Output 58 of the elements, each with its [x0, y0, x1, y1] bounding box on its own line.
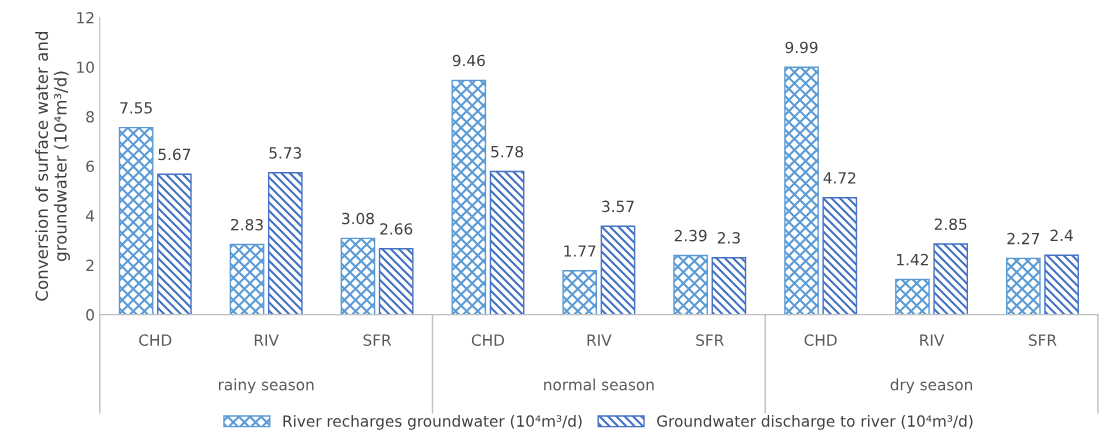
- legend-label: Groundwater discharge to river (10⁴m³/d): [657, 415, 973, 430]
- x-tick-label: CHD: [804, 334, 837, 346]
- bar: [822, 197, 858, 315]
- data-label: 7.55: [120, 102, 152, 114]
- data-label: 2.39: [674, 229, 707, 242]
- x-tick-label: SFR: [696, 334, 724, 346]
- data-label: 2.66: [380, 223, 413, 235]
- data-label: 3.08: [342, 212, 374, 225]
- y-tick-label: 10: [77, 61, 94, 74]
- bar: [784, 66, 819, 315]
- data-label: 2.85: [934, 218, 967, 230]
- text: normal season: [544, 378, 654, 391]
- bar: [933, 243, 969, 315]
- bar: [340, 237, 376, 315]
- x-tick-label: RIV: [587, 334, 612, 346]
- y-tick-label: 4: [85, 210, 95, 222]
- data-label: 3.57: [602, 200, 634, 213]
- bar: [157, 173, 192, 315]
- x-tick-label: RIV: [920, 334, 945, 346]
- bar: [1005, 257, 1041, 315]
- y-tick-label: 0: [86, 309, 94, 321]
- bar: [600, 225, 636, 315]
- data-label: 5.78: [491, 145, 524, 158]
- data-label: 5.73: [269, 147, 302, 159]
- data-label: 2.27: [1007, 232, 1040, 245]
- x-tick-label: SFR: [363, 334, 392, 346]
- data-label: 2.4: [1050, 229, 1073, 241]
- bar: [895, 278, 930, 315]
- bar: [489, 170, 525, 315]
- bar: [229, 243, 265, 315]
- bar: [1044, 254, 1079, 315]
- data-label: 9.99: [785, 41, 818, 54]
- legend-label: River recharges groundwater (10⁴m³/d): [283, 415, 582, 430]
- text: rainy season: [218, 378, 314, 394]
- y-tick-label: 12: [77, 11, 94, 24]
- data-label: 2.3: [717, 232, 740, 244]
- y-tick-label: 8: [86, 111, 94, 123]
- bar: [267, 172, 303, 315]
- data-label: 4.72: [823, 172, 856, 184]
- data-label: 2.83: [231, 218, 263, 231]
- bar: [711, 256, 747, 315]
- y-axis-title: Conversion of surface water and groundwater (10⁴m³/d): [35, 32, 70, 301]
- y-tick-label: 2: [86, 259, 94, 271]
- data-label: 9.46: [452, 54, 485, 67]
- x-tick-label: RIV: [254, 334, 279, 346]
- x-tick-label: SFR: [1028, 334, 1057, 346]
- x-tick-label: CHD: [471, 334, 505, 346]
- bar: [378, 248, 414, 315]
- bar: [118, 126, 154, 315]
- data-label: 1.42: [897, 253, 928, 266]
- text: dry season: [890, 378, 973, 394]
- data-label: 5.67: [158, 148, 191, 161]
- y-tick-label: 6: [86, 160, 94, 173]
- x-tick-label: CHD: [139, 334, 172, 346]
- bar: [562, 270, 598, 315]
- bar: [673, 254, 708, 315]
- bar: [451, 79, 487, 315]
- data-label: 1.77: [564, 245, 596, 257]
